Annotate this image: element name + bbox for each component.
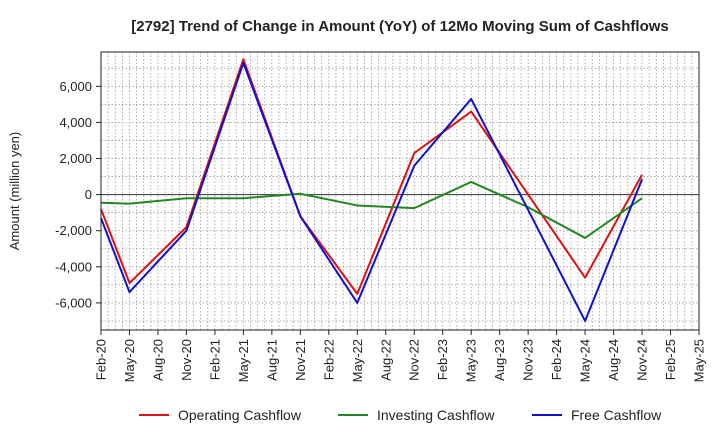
series-layer: [100, 58, 643, 322]
x-tick-label: May-20: [122, 339, 137, 382]
y-tick-label: -2,000: [55, 223, 92, 238]
x-tick-label: May-22: [350, 339, 365, 382]
operating-cashflow-line: [100, 58, 643, 295]
legend-label-free-cashflow: Free Cashflow: [571, 407, 662, 423]
x-tick-label: Aug-22: [378, 339, 393, 381]
legend-label-investing-cashflow: Investing Cashflow: [377, 407, 495, 423]
x-tick-label: Feb-23: [435, 339, 450, 380]
x-tick-label: Feb-21: [207, 339, 222, 380]
x-axis-ticks: Feb-20 May-20 Aug-20 Nov-20 Feb-21 May-21 Aug-…: [94, 330, 707, 382]
y-axis-label: Amount (million yen): [7, 132, 22, 251]
x-tick-label: Feb-20: [94, 339, 109, 380]
x-tick-label: Nov-20: [179, 339, 194, 381]
plot-border: [100, 51, 700, 331]
y-tick-label: 2,000: [59, 151, 92, 166]
x-tick-label: May-25: [692, 339, 707, 382]
x-tick-label: Aug-24: [606, 339, 621, 381]
x-tick-label: May-21: [236, 339, 251, 382]
y-tick-label: 6,000: [59, 79, 92, 94]
legend: Operating Cashflow Investing Cashflow Free…: [139, 407, 662, 423]
chart-title: [2792] Trend of Change in Amount (YoY) o…: [131, 18, 669, 35]
y-tick-label: -6,000: [55, 295, 92, 310]
x-tick-label: Feb-22: [321, 339, 336, 380]
x-tick-label: Nov-23: [521, 339, 536, 381]
y-tick-label: -4,000: [55, 259, 92, 274]
plot-area: [101, 52, 699, 330]
y-axis-ticks: 6,000 4,000 2,000 0 -2,000 -4,000 -6,000: [55, 79, 101, 310]
x-tick-label: May-24: [578, 339, 593, 382]
x-tick-label: Aug-20: [150, 339, 165, 381]
x-tick-label: May-23: [464, 339, 479, 382]
x-tick-label: Feb-24: [549, 339, 564, 380]
x-tick-label: Nov-21: [293, 339, 308, 381]
grid-lines: [101, 52, 699, 330]
x-tick-label: Nov-24: [635, 339, 650, 381]
legend-label-operating-cashflow: Operating Cashflow: [178, 407, 302, 423]
y-tick-label: 4,000: [59, 115, 92, 130]
x-tick-label: Feb-25: [663, 339, 678, 380]
x-tick-label: Aug-23: [492, 339, 507, 381]
x-tick-label: Nov-22: [407, 339, 422, 381]
free-cashflow-line: [100, 61, 643, 322]
investing-cashflow-line: [100, 180, 643, 239]
y-tick-label: 0: [85, 187, 92, 202]
x-tick-label: Aug-21: [264, 339, 279, 381]
